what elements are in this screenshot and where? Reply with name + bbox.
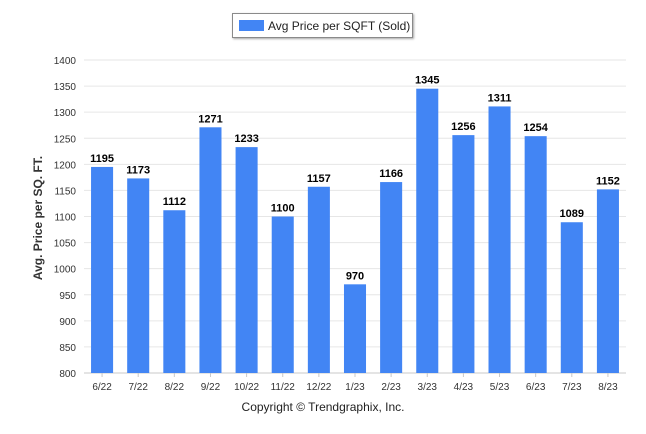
data-label: 1271 [198, 113, 222, 125]
y-tick-label: 1050 [54, 239, 77, 250]
bar[interactable] [452, 135, 475, 373]
legend-swatch [239, 20, 264, 31]
y-axis-title: Avg. Price per SQ. FT. [31, 156, 45, 280]
bar[interactable] [235, 147, 258, 373]
data-label: 1233 [234, 133, 258, 145]
bar[interactable] [488, 106, 511, 373]
x-tick-label: 7/23 [562, 382, 582, 393]
x-tick-label: 9/22 [201, 382, 221, 393]
data-label: 1345 [415, 75, 439, 87]
y-tick-label: 1200 [54, 160, 77, 171]
bar[interactable] [416, 88, 439, 374]
data-label: 970 [346, 270, 364, 282]
y-tick-label: 1000 [54, 265, 77, 276]
bar[interactable] [163, 210, 186, 373]
data-label: 1089 [560, 208, 584, 220]
x-tick-label: 4/23 [454, 382, 474, 393]
y-tick-label: 1300 [54, 108, 77, 119]
x-tick-label: 2/23 [381, 382, 401, 393]
bar[interactable] [271, 216, 294, 374]
data-label: 1166 [379, 168, 403, 180]
x-tick-label: 10/22 [234, 382, 259, 393]
data-label: 1152 [596, 175, 620, 187]
x-tick-label: 12/22 [306, 382, 331, 393]
bar[interactable] [307, 186, 330, 373]
y-tick-label: 950 [59, 291, 76, 302]
data-label: 1311 [488, 92, 512, 104]
x-tick-label: 6/23 [526, 382, 546, 393]
data-labels: 1195 1173 1112 1271 1233 1100 1157 970 1166 1345 1… [90, 75, 620, 283]
bar-series [91, 88, 619, 374]
x-tick-label: 11/22 [271, 382, 296, 393]
y-tick-label: 1350 [54, 82, 77, 93]
legend-label: Avg Price per SQFT (Sold) [268, 18, 411, 33]
y-tick-label: 1100 [54, 213, 76, 224]
bar[interactable] [199, 127, 222, 373]
bar[interactable] [560, 222, 583, 373]
y-tick-label: 800 [59, 369, 76, 380]
bar[interactable] [127, 178, 150, 373]
x-tick-label: 5/23 [490, 382, 510, 393]
legend[interactable]: Avg Price per SQFT (Sold) [232, 13, 413, 38]
data-label: 1100 [271, 203, 295, 215]
data-label: 1173 [126, 164, 150, 176]
data-label: 1195 [90, 153, 114, 165]
copyright-notice: Copyright © Trendgraphix, Inc. [241, 400, 405, 414]
y-tick-label: 900 [59, 317, 76, 328]
x-tick-label: 8/22 [165, 382, 185, 393]
data-label: 1254 [523, 122, 548, 134]
x-tick-label: 1/23 [345, 382, 365, 393]
data-label: 1256 [451, 121, 475, 133]
data-label: 1157 [307, 173, 331, 185]
x-tick-label: 3/23 [418, 382, 438, 393]
bar[interactable] [596, 189, 619, 373]
y-tick-label: 850 [59, 343, 76, 354]
data-label: 1112 [163, 196, 186, 208]
y-tick-label: 1400 [54, 56, 77, 67]
x-tick-label: 7/22 [128, 382, 148, 393]
bar[interactable] [380, 182, 403, 373]
bar[interactable] [524, 136, 547, 373]
bar[interactable] [343, 284, 367, 373]
x-tick-label: 8/23 [598, 382, 618, 393]
y-tick-label: 1250 [54, 134, 77, 145]
y-tick-label: 1150 [54, 186, 76, 197]
bar[interactable] [91, 166, 114, 373]
x-tick-label: 6/22 [92, 382, 112, 393]
